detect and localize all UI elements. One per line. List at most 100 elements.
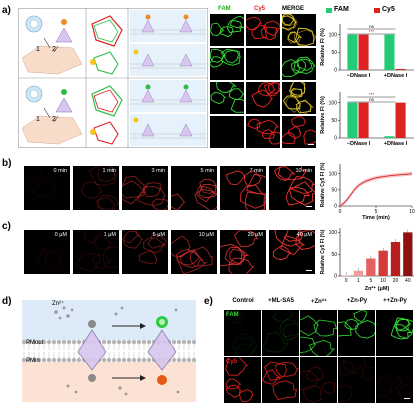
step-label-2-top: 2	[52, 46, 56, 53]
x-tick-label: 10	[380, 278, 386, 284]
condition-label: +Zn-Py	[346, 298, 368, 304]
micrograph-a-r2-c1	[246, 82, 280, 114]
time-label: 3 min	[151, 168, 165, 174]
timelapse-frame-4: 7 min	[220, 166, 266, 210]
bar-5	[366, 258, 376, 276]
chart-relative-fi-top: 0 50 100 −DNase I +DNase I Relative FI (%) ns*…	[320, 24, 414, 79]
micrograph-a-r0-c2	[282, 14, 316, 46]
x-tick-label: 40	[405, 278, 411, 284]
time-label: 10 min	[295, 168, 312, 174]
bar-1	[353, 270, 364, 276]
panel-a-legend: FAM Cy5	[326, 6, 418, 16]
x-tick-label: 20	[393, 278, 399, 284]
y-axis-label: Relative FI (%)	[320, 28, 326, 66]
y-tick-label: 100	[329, 171, 338, 177]
legend-fam-label: FAM	[334, 6, 349, 13]
concentration-frame-4: 20 μM	[220, 230, 266, 274]
concentration-label: 1 μM	[103, 232, 116, 238]
micrograph-e-cy5-3	[338, 357, 375, 403]
chart-cy5-vs-time: 0 50 100 0 5 10 Time (min) Relative Cy5 FI (%)	[320, 162, 415, 220]
concentration-label: 40 μM	[296, 232, 312, 238]
chart-relative-fi-bottom: 0 50 100 −DNase I +DNase I Relative FI (%) ***…	[320, 92, 414, 147]
row-label-cy5: Cy5	[226, 359, 238, 365]
time-label: 7 min	[249, 168, 263, 174]
micrograph-a-r3-c0	[210, 116, 244, 148]
bar-0	[341, 275, 351, 276]
cell-schematic-illustration	[18, 8, 208, 148]
micrograph-e-fam-2	[300, 310, 337, 356]
legend-cy5-swatch	[374, 8, 380, 13]
micrograph-e-cy5-2	[300, 357, 337, 403]
timelapse-frame-3: 5 min	[171, 166, 217, 210]
panel-label-a: a)	[2, 5, 11, 16]
header-fam: FAM	[218, 6, 231, 12]
bar-fam	[347, 34, 358, 70]
x-tick-label: +DNase I	[384, 73, 408, 79]
y-tick-label: 100	[329, 100, 338, 106]
pm-out-label: PMout	[26, 340, 44, 346]
panel-b-timelapse-row: 0 min 1 min 3 min 5 min 7 min 10 min	[24, 166, 316, 210]
micrograph-a-r0-c1	[246, 14, 280, 46]
row-label-fam: FAM	[226, 312, 239, 318]
micrograph-a-r1-c2	[282, 48, 316, 80]
y-tick-label: 0	[334, 136, 337, 142]
panel-label-d: d)	[2, 296, 12, 307]
x-axis-label: Zn²⁺ (μM)	[365, 285, 390, 292]
x-tick-label: 0	[345, 278, 348, 284]
concentration-frame-3: 10 μM	[171, 230, 217, 274]
bar-cy5	[358, 34, 369, 70]
y-tick-label: 100	[329, 32, 338, 38]
significance-label: ***	[369, 29, 375, 34]
micrograph-a-r2-c2	[282, 82, 316, 114]
micrograph-e-cy5-1	[262, 357, 299, 403]
micrograph-a-r2-c0	[210, 82, 244, 114]
micrograph-e-fam-3	[338, 310, 375, 356]
header-merge: MERGE	[282, 6, 305, 12]
concentration-label: 0 μM	[54, 232, 67, 238]
condition-label: +ML-SA5	[268, 298, 294, 304]
y-tick-label: 50	[331, 50, 337, 56]
scale-bar	[306, 270, 312, 271]
y-tick-label: 0	[334, 274, 337, 280]
membrane-zn-schematic	[21, 300, 197, 402]
concentration-frame-5: 40 μM	[269, 230, 315, 274]
step-label-2-bottom: 2	[52, 116, 56, 123]
time-label: 5 min	[200, 168, 214, 174]
panel-a-schematic: 1 2 1 2	[18, 8, 208, 148]
significance-label: ns	[369, 24, 375, 29]
step-label-1-top: 1	[36, 46, 40, 53]
timelapse-frame-0: 0 min	[24, 166, 70, 210]
significance-label: ns	[369, 97, 375, 102]
micrograph-e-cy5-4	[376, 357, 413, 403]
micrograph-e-fam-0	[224, 310, 261, 356]
step-label-1-bottom: 1	[36, 116, 40, 123]
x-tick-label: 5	[369, 278, 372, 284]
panel-label-e: e)	[204, 296, 213, 307]
bar-10	[378, 250, 388, 276]
significance-label: ***	[369, 92, 375, 97]
x-tick-label: +DNase I	[384, 141, 408, 147]
concentration-label: 20 μM	[247, 232, 263, 238]
x-tick-label: 1	[357, 278, 360, 284]
chart-cy5-vs-zn: 0 50 100 0 1 5 10 20 40 Zn²⁺ (μM) Relative Cy5 FI …	[320, 228, 414, 292]
bar-fam	[384, 136, 395, 138]
time-label: 0 min	[53, 168, 67, 174]
bar-cy5	[395, 68, 406, 70]
condition-label: +Zn²⁺	[311, 299, 327, 305]
y-tick-label: 50	[331, 252, 337, 258]
y-axis-label: Relative Cy5 FI (%)	[320, 162, 326, 207]
timelapse-frame-2: 3 min	[122, 166, 168, 210]
x-tick-label: 10	[409, 209, 415, 215]
timelapse-frame-1: 1 min	[73, 166, 119, 210]
legend-fam-swatch	[326, 8, 332, 13]
micrograph-e-cy5-0	[224, 357, 261, 403]
x-axis-label: Time (min)	[362, 215, 390, 220]
y-tick-label: 50	[331, 118, 337, 124]
concentration-frame-2: 5 μM	[122, 230, 168, 274]
micrograph-a-r1-c0	[210, 48, 244, 80]
y-tick-label: 0	[334, 68, 337, 74]
time-label: 1 min	[102, 168, 116, 174]
x-tick-label: 0	[339, 209, 342, 215]
series-line	[339, 173, 413, 207]
bar-cy5	[395, 102, 406, 138]
